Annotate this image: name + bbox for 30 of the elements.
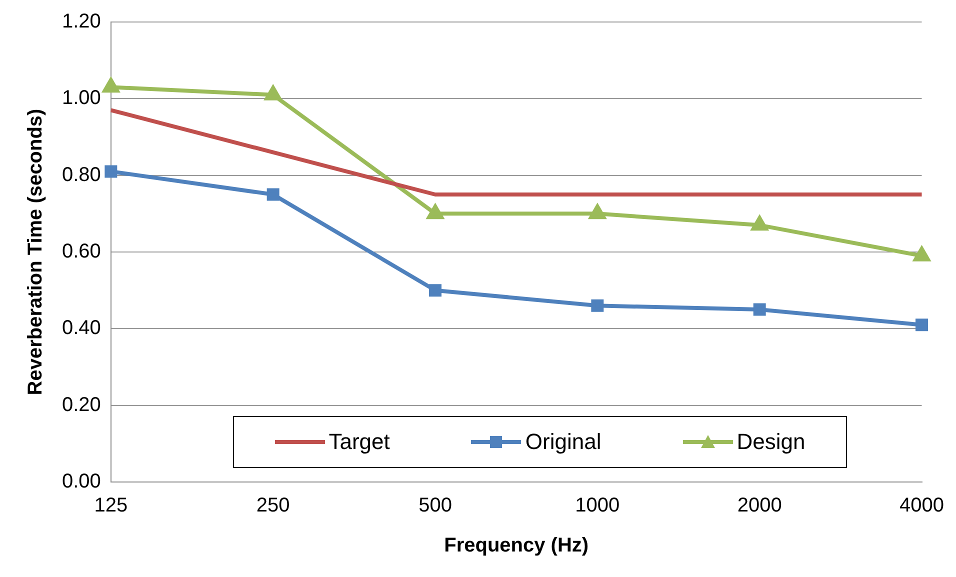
- y-tick-label: 1.20: [62, 10, 101, 33]
- y-tick-label: 0.00: [62, 470, 101, 493]
- point: [102, 78, 119, 93]
- point: [429, 284, 442, 297]
- point: [589, 204, 606, 220]
- point: [753, 303, 766, 316]
- legend-label: Design: [736, 429, 806, 455]
- x-tick-label: 250: [256, 494, 290, 517]
- legend-label: Target: [328, 429, 390, 455]
- y-tick-label: 1.00: [62, 87, 101, 110]
- legend-label: Original: [525, 429, 602, 455]
- x-tick-label: 125: [94, 494, 128, 517]
- x-tick-label: 500: [418, 494, 452, 517]
- point: [427, 204, 444, 220]
- y-tick-label: 0.20: [62, 394, 101, 416]
- point: [104, 165, 118, 178]
- y-tick-label: 0.40: [62, 317, 101, 340]
- point: [914, 246, 930, 262]
- x-axis-title: Frequency (Hz): [444, 534, 589, 557]
- y-axis-title: Reverberation Time (seconds): [24, 108, 47, 396]
- x-tick-label: 4000: [900, 494, 944, 517]
- x-tick-label: 1000: [575, 494, 620, 517]
- point: [916, 318, 928, 332]
- point: [266, 188, 280, 201]
- point: [265, 86, 282, 100]
- y-tick-label: 0.80: [62, 164, 101, 186]
- x-tick-label: 2000: [737, 494, 782, 517]
- y-tick-label: 0.60: [62, 240, 101, 263]
- point: [591, 299, 604, 312]
- point: [752, 216, 768, 231]
